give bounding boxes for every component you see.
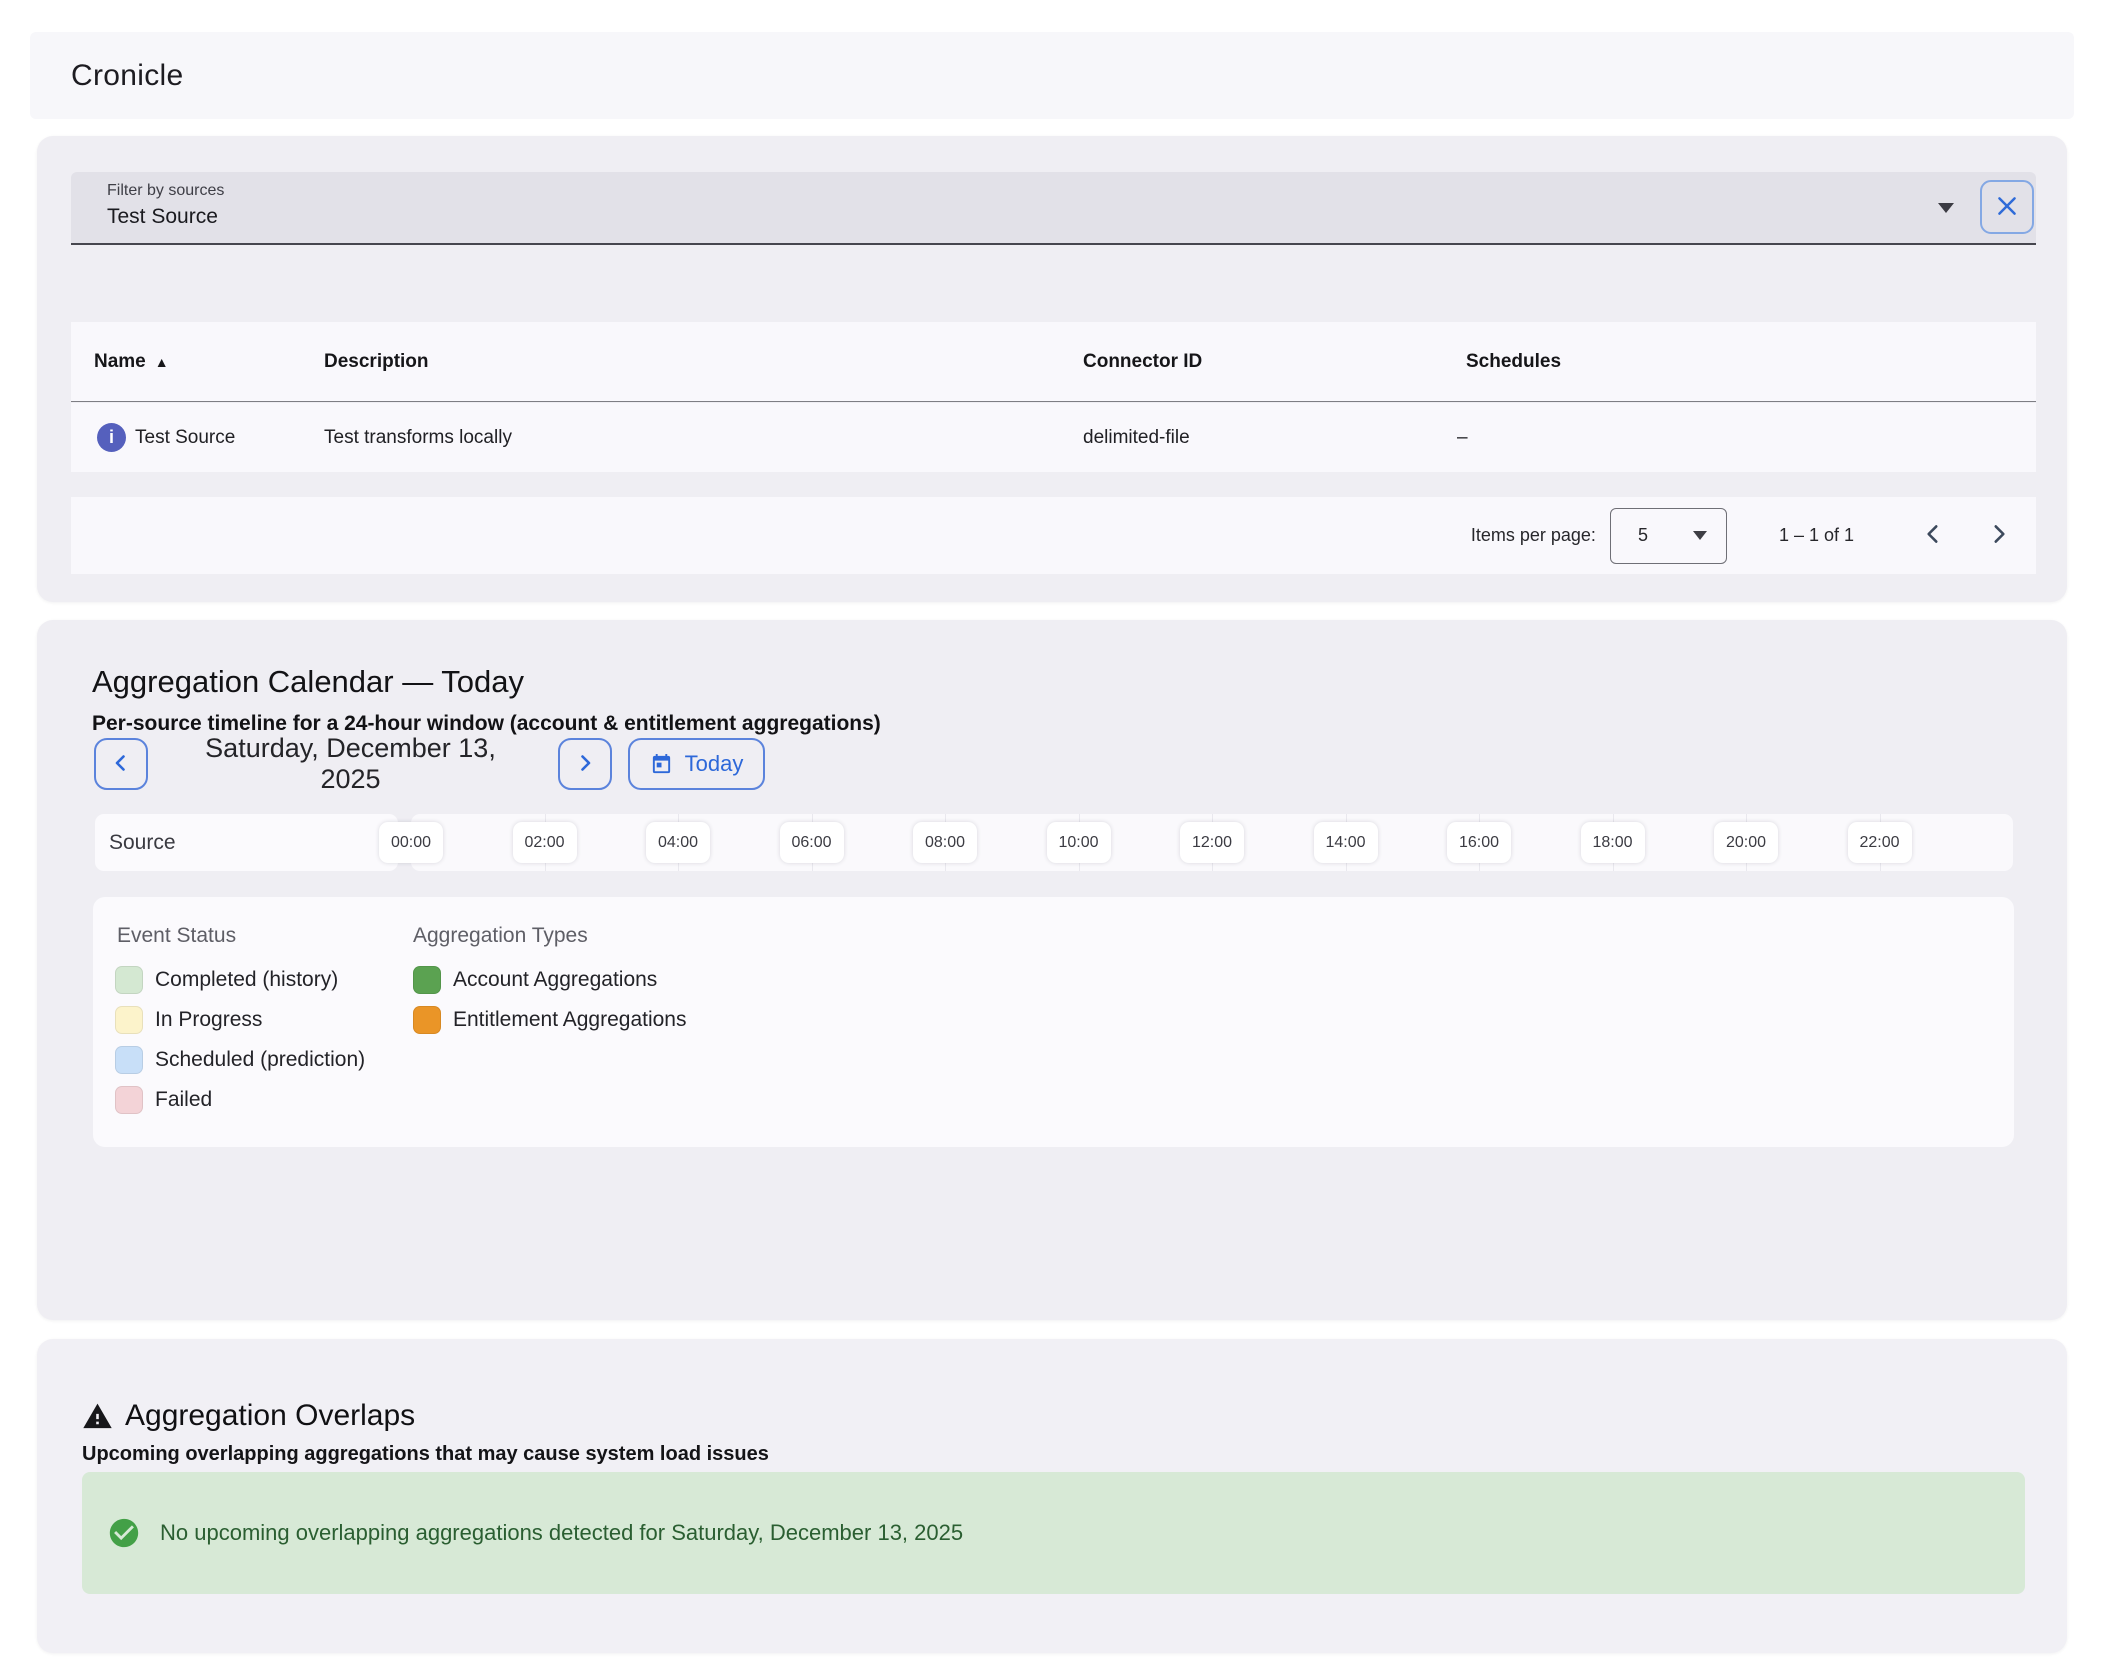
info-icon[interactable]: i [97,423,126,452]
dropdown-caret-icon[interactable] [1938,203,1954,213]
time-label: 02:00 [512,822,577,863]
aggregation-overlaps-panel: Aggregation Overlaps Upcoming overlappin… [37,1339,2067,1653]
overlaps-title: Aggregation Overlaps [125,1399,416,1432]
column-header-schedules[interactable]: Schedules [1466,350,1562,372]
items-per-page-value: 5 [1637,525,1648,545]
timeline-header: Source 00:00 02:00 04:00 06:00 08:00 10:… [37,814,2067,871]
status-failed-swatch [115,1086,143,1114]
cell-description: Test transforms locally [324,426,512,448]
aggregation-calendar-panel: Aggregation Calendar — Today Per-source … [37,620,2067,1320]
time-label: 10:00 [1046,822,1111,863]
time-label: 12:00 [1180,822,1244,863]
legend-item: Failed [115,1086,212,1114]
clear-filter-button[interactable] [1980,180,2034,234]
type-entitlement-swatch [413,1006,441,1034]
next-page-button[interactable] [1986,521,2012,550]
chevron-left-icon [1920,521,1946,550]
today-button[interactable]: Today [628,738,765,790]
current-date-label: Saturday, December 13, 2025 [205,733,496,794]
previous-page-button[interactable] [1920,521,1946,550]
chevron-left-icon [109,751,133,778]
chevron-right-icon [1986,521,2012,550]
time-label: 18:00 [1580,822,1645,863]
time-label: 00:00 [379,822,443,863]
source-filter-combobox[interactable]: Filter by sources Test Source [71,172,2036,245]
cell-name: Test Source [135,426,236,448]
column-header-connector-id[interactable]: Connector ID [1083,350,1203,372]
filter-label: Filter by sources [107,182,225,199]
calendar-icon [650,753,673,776]
legend-item: Entitlement Aggregations [413,1006,686,1034]
date-navigation: Saturday, December 13, 2025 Today [94,733,765,794]
sources-panel: Filter by sources Test Source Name ▲ Des… [37,136,2067,602]
previous-day-button[interactable] [94,738,148,790]
warning-icon [82,1401,113,1432]
no-overlaps-message-panel: No upcoming overlapping aggregations det… [82,1472,2025,1594]
next-day-button[interactable] [558,738,612,790]
cell-connector-id: delimited-file [1083,426,1190,448]
check-circle-icon [107,1516,141,1550]
chevron-right-icon [573,751,597,778]
filter-value: Test Source [107,205,218,228]
legend-item: Scheduled (prediction) [115,1046,365,1074]
legend-item: In Progress [115,1006,262,1034]
time-label: 20:00 [1714,822,1778,863]
no-overlaps-message: No upcoming overlapping aggregations det… [160,1520,964,1545]
page-range-label: 1 – 1 of 1 [1778,525,1854,545]
table-header: Name ▲ Description Connector ID Schedule… [71,322,2036,402]
calendar-subtitle: Per-source timeline for a 24-hour window… [92,712,881,735]
legend-event-status-title: Event Status [117,924,237,947]
overlaps-subtitle: Upcoming overlapping aggregations that m… [82,1443,769,1465]
source-column-header: Source [95,814,398,871]
legend-item: Completed (history) [115,966,338,994]
time-label: 22:00 [1847,822,1912,863]
items-per-page-label: Items per page: [1470,525,1596,545]
status-in-progress-swatch [115,1006,143,1034]
legend-item: Account Aggregations [413,966,657,994]
sort-asc-icon[interactable]: ▲ [154,353,169,370]
status-scheduled-swatch [115,1046,143,1074]
items-per-page-select[interactable]: 5 [1609,507,1727,564]
app-title: Cronicle [71,58,184,92]
type-account-swatch [413,966,441,994]
time-label: 16:00 [1447,822,1511,863]
legend-aggregation-types-title: Aggregation Types [413,924,588,947]
time-label: 06:00 [779,822,844,863]
dropdown-caret-icon [1692,531,1707,540]
today-button-label: Today [684,751,744,776]
close-icon [1994,193,2020,222]
cell-schedules: – [1457,426,1468,448]
calendar-title: Aggregation Calendar — Today [92,664,524,699]
column-header-name[interactable]: Name ▲ [94,350,169,372]
pagination-bar: Items per page: 5 1 – 1 of 1 [71,497,2036,574]
overlaps-title-row: Aggregation Overlaps [82,1399,415,1433]
legend-card: Event Status Completed (history) In Prog… [93,897,2014,1147]
app-header: Cronicle [30,32,2074,119]
column-header-description[interactable]: Description [324,350,429,372]
time-axis: 00:00 02:00 04:00 06:00 08:00 10:00 12:0… [379,814,2013,871]
time-label: 08:00 [913,822,977,863]
time-label: 04:00 [646,822,710,863]
time-label: 14:00 [1313,822,1378,863]
status-completed-swatch [115,966,143,994]
table-row: i Test Source Test transforms locally de… [71,403,2036,472]
